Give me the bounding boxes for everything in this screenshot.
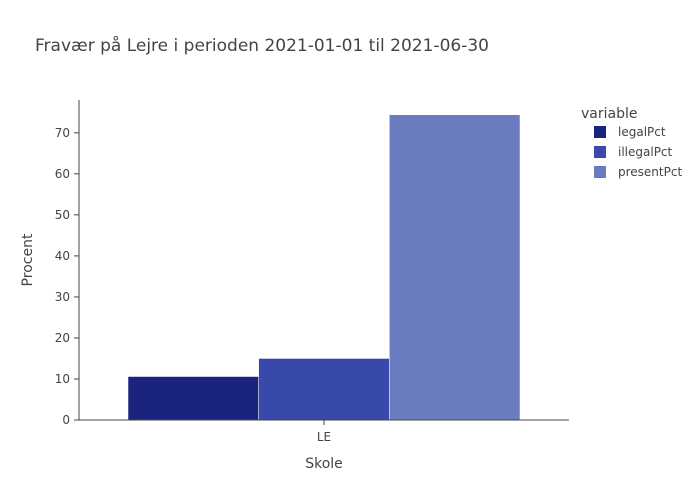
bars <box>127 114 521 421</box>
legend-label: legalPct <box>618 125 666 139</box>
legend-swatch <box>594 166 606 178</box>
y-tick-label: 0 <box>62 413 70 427</box>
legend-label: presentPct <box>618 165 682 179</box>
x-ticks: LE <box>317 420 331 444</box>
legend[interactable]: variable legalPct illegalPct presentPct <box>581 106 682 179</box>
y-tick-label: 50 <box>55 208 70 222</box>
y-tick-label: 70 <box>55 126 70 140</box>
legend-item-illegalPct[interactable]: illegalPct <box>594 145 673 159</box>
legend-swatch <box>594 146 606 158</box>
legend-title: variable <box>581 106 637 122</box>
bar-presentPct[interactable] <box>389 114 521 421</box>
chart-title: Fravær på Lejre i perioden 2021-01-01 ti… <box>35 35 489 56</box>
x-axis-title: Skole <box>305 456 343 472</box>
legend-item-legalPct[interactable]: legalPct <box>594 125 666 139</box>
y-tick-label: 10 <box>55 372 70 386</box>
y-axis-title: Procent <box>20 233 36 286</box>
legend-label: illegalPct <box>618 145 673 159</box>
y-tick-label: 30 <box>55 290 70 304</box>
x-tick-label: LE <box>317 430 331 444</box>
plot-area: 0 10 20 30 40 50 60 70 LE <box>55 100 569 444</box>
y-tick-label: 60 <box>55 167 70 181</box>
legend-items: legalPct illegalPct presentPct <box>594 125 682 179</box>
y-ticks: 0 10 20 30 40 50 60 70 <box>55 126 79 427</box>
legend-item-presentPct[interactable]: presentPct <box>594 165 682 179</box>
legend-swatch <box>594 126 606 138</box>
bar-legalPct[interactable] <box>127 376 259 421</box>
bar-illegalPct[interactable] <box>258 358 390 421</box>
y-tick-label: 20 <box>55 331 70 345</box>
y-tick-label: 40 <box>55 249 70 263</box>
